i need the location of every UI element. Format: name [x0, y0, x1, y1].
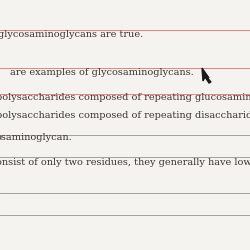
- Text: are examples of glycosaminoglycans.: are examples of glycosaminoglycans.: [10, 68, 194, 77]
- Text: onsist of only two residues, they generally have low mo: onsist of only two residues, they genera…: [0, 158, 250, 167]
- Text: glycosaminoglycans are true.: glycosaminoglycans are true.: [0, 30, 143, 39]
- Polygon shape: [202, 68, 211, 83]
- Text: osaminoglycan.: osaminoglycan.: [0, 133, 73, 142]
- Text: polysaccharides composed of repeating glucosamine or: polysaccharides composed of repeating gl…: [0, 93, 250, 102]
- Text: polysaccharides composed of repeating disaccharide u: polysaccharides composed of repeating di…: [0, 111, 250, 120]
